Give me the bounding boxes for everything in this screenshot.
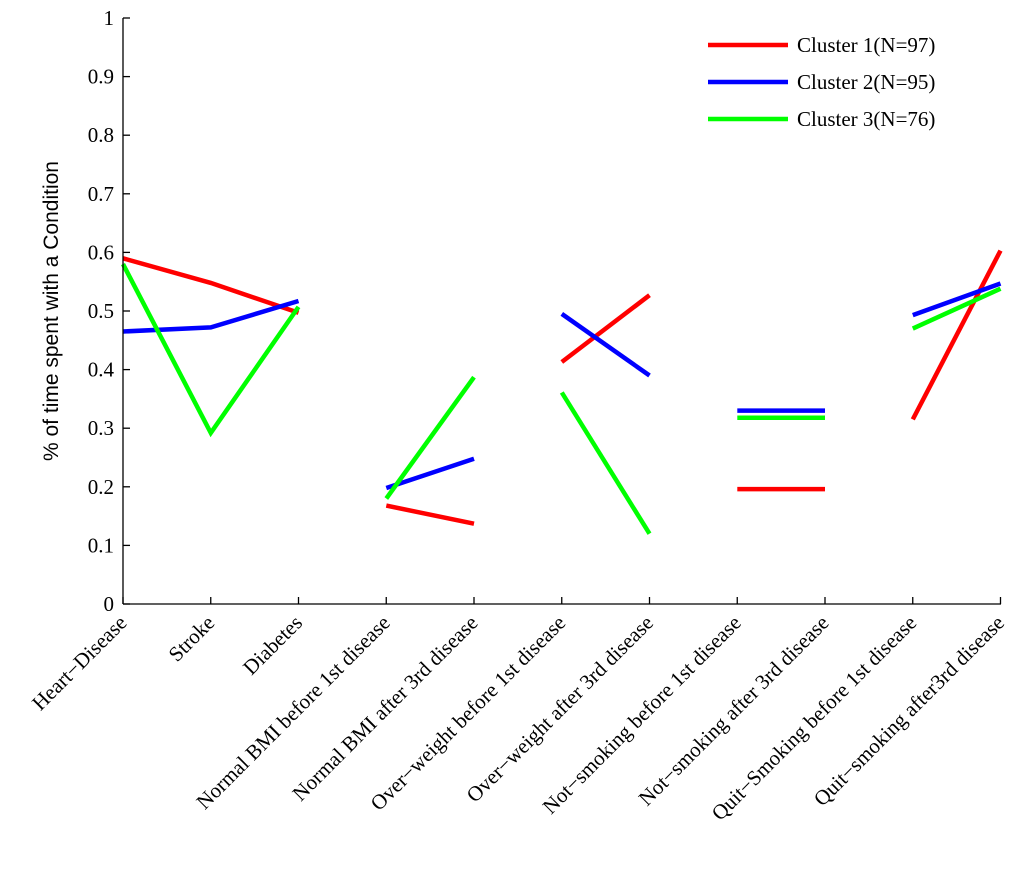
series-line-cluster-3: [384, 375, 476, 500]
series-line-cluster-1: [560, 293, 651, 364]
series-line-cluster-2: [560, 312, 651, 378]
x-tick-label: Quit−smoking after3rd disease: [809, 611, 1009, 811]
x-tick-label: Heart−Disease: [27, 611, 132, 716]
y-tick-label: 0.4: [88, 358, 115, 382]
y-axis-label: % of time spent with a Condition: [40, 161, 63, 461]
legend: Cluster 1(N=97) Cluster 2(N=95) Cluster 3(…: [708, 33, 935, 131]
y-tick-label: 0.2: [88, 475, 114, 499]
legend-label-cluster-2: Cluster 2(N=95): [797, 70, 935, 94]
plot-area: [121, 249, 1003, 535]
y-tick-label: 0.3: [88, 416, 114, 440]
y-tick-label: 0.8: [88, 123, 114, 147]
series-line-cluster-1: [385, 503, 475, 526]
series-line-cluster-3: [121, 263, 301, 438]
y-tick-label: 0.9: [88, 65, 114, 89]
series-line-cluster-1: [122, 256, 300, 315]
series-line-cluster-3: [559, 391, 652, 535]
x-tick-label: Over−weight after 3rd disease: [462, 611, 658, 807]
x-tick-label: Stroke: [164, 611, 220, 667]
series-line-cluster-3: [911, 286, 1002, 331]
y-tick-label: 0.6: [88, 240, 114, 264]
y-tick-label: 1: [104, 6, 115, 30]
series-line-cluster-2: [385, 456, 475, 491]
series-line-cluster-2: [122, 298, 300, 334]
legend-label-cluster-1: Cluster 1(N=97): [797, 33, 935, 57]
y-axis-ticks: 0 0.1 0.2 0.3 0.4 0.5 0.6 0.7 0.8 0.9 1: [88, 6, 130, 616]
y-tick-label: 0.7: [88, 182, 114, 206]
x-tick-label: Diabetes: [238, 611, 307, 680]
y-tick-label: 0.1: [88, 533, 114, 557]
y-tick-label: 0: [104, 592, 115, 616]
axes: [122, 18, 1001, 605]
y-tick-label: 0.5: [88, 299, 114, 323]
series-line-cluster-2: [912, 281, 1002, 318]
x-tick-label: Normal BMI after 3rd disease: [287, 611, 482, 806]
legend-label-cluster-3: Cluster 3(N=76): [797, 107, 935, 131]
series-line-cluster-1: [910, 249, 1003, 421]
